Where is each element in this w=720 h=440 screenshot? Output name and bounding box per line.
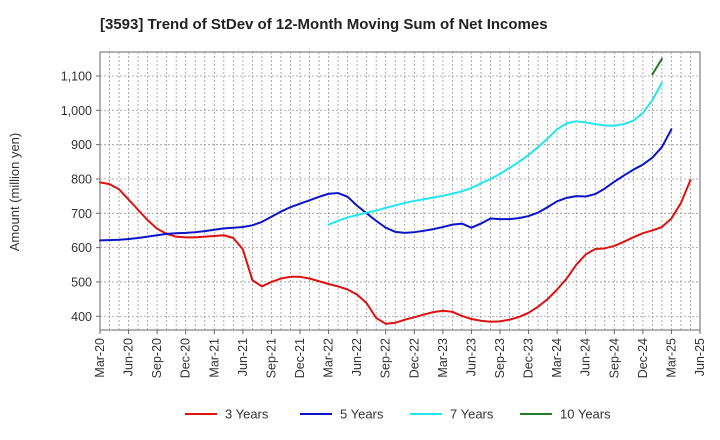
x-tick-label: Jun-24 [579, 338, 593, 376]
x-tick-label: Mar-23 [436, 338, 450, 378]
x-tick-label: Mar-21 [207, 338, 221, 378]
series-line-7-years [327, 81, 663, 226]
x-tick-label: Jun-20 [122, 338, 136, 376]
y-tick-label: 1,100 [61, 70, 92, 84]
series-line-5-years [99, 128, 673, 242]
series-lines [99, 57, 692, 325]
grid-horizontal [100, 75, 700, 317]
x-tick-label: Jun-25 [693, 338, 707, 376]
legend-label: 5 Years [340, 407, 384, 422]
legend-item-3-years: 3 Years [185, 407, 269, 422]
x-tick-label: Mar-22 [322, 338, 336, 378]
y-axis: 400 500 600 700 800 900 1,000 1,100 [61, 70, 100, 324]
x-tick-label: Mar-24 [550, 338, 564, 378]
legend: 3 Years 5 Years 7 Years 10 Years [185, 407, 611, 422]
x-tick-label: Dec-23 [522, 338, 536, 378]
series-line-10-years [651, 57, 663, 76]
y-tick-label: 700 [71, 207, 92, 221]
x-tick-label: Sep-23 [493, 338, 507, 378]
legend-item-5-years: 5 Years [300, 407, 384, 422]
legend-item-7-years: 7 Years [410, 407, 494, 422]
x-tick-label: Jun-22 [350, 338, 364, 376]
legend-label: 7 Years [450, 407, 494, 422]
x-tick-label: Sep-21 [264, 338, 278, 378]
y-tick-label: 400 [71, 310, 92, 324]
legend-label: 10 Years [560, 407, 611, 422]
y-tick-label: 500 [71, 275, 92, 289]
x-tick-label: Jun-23 [464, 338, 478, 376]
x-tick-label: Sep-20 [150, 338, 164, 378]
x-tick-label: Dec-22 [407, 338, 421, 378]
legend-item-10-years: 10 Years [520, 407, 611, 422]
plot-area [99, 51, 701, 331]
y-tick-label: 900 [71, 138, 92, 152]
x-axis: Mar-20 Jun-20 Sep-20 Dec-20 Mar-21 Jun-21 Sep-… [93, 330, 707, 378]
y-tick-label: 1,000 [61, 104, 92, 118]
plot-frame [99, 51, 701, 331]
x-tick-label: Jun-21 [236, 338, 250, 376]
legend-label: 3 Years [225, 407, 269, 422]
y-tick-label: 600 [71, 241, 92, 255]
y-axis-label: Amount (million yen) [7, 133, 22, 252]
x-tick-label: Dec-24 [636, 338, 650, 378]
y-tick-label: 800 [71, 172, 92, 186]
series-line-3-years [99, 179, 692, 325]
x-tick-label: Mar-25 [664, 338, 678, 378]
chart-title: [3593] Trend of StDev of 12-Month Moving… [100, 16, 548, 33]
x-tick-label: Sep-24 [607, 338, 621, 378]
x-tick-label: Sep-22 [379, 338, 393, 378]
x-tick-label: Dec-20 [179, 338, 193, 378]
x-tick-label: Dec-21 [293, 338, 307, 378]
x-tick-label: Mar-20 [93, 338, 107, 378]
